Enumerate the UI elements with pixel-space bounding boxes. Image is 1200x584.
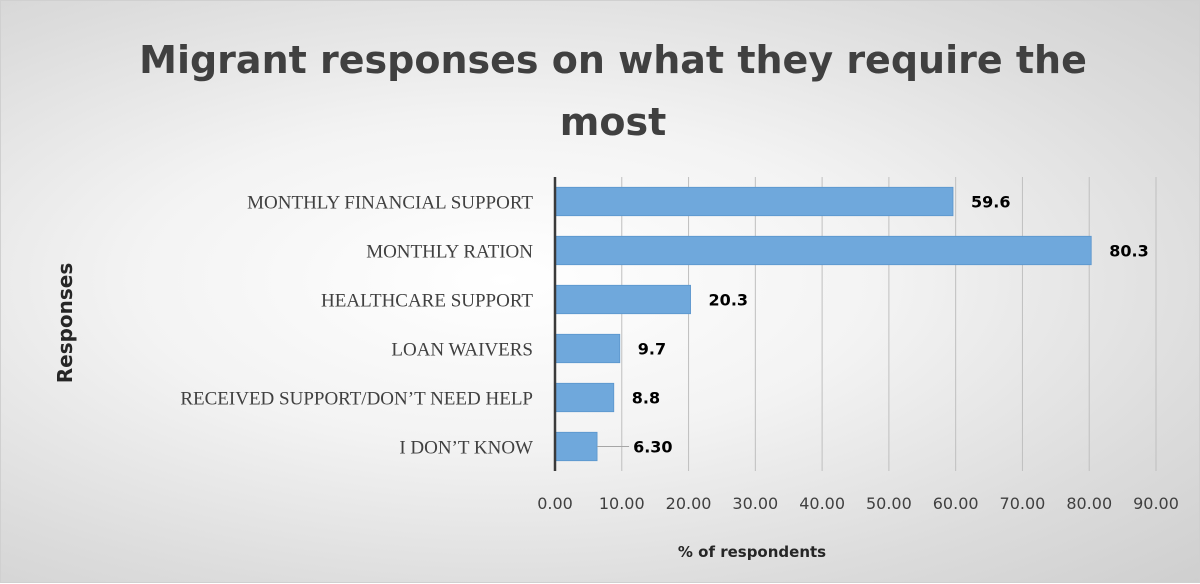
bar [554, 186, 954, 217]
data-label: 80.3 [1109, 242, 1148, 261]
x-tick-label: 10.00 [599, 494, 645, 513]
x-tick-label: 60.00 [933, 494, 979, 513]
x-tick-label: 30.00 [732, 494, 778, 513]
data-label: 9.7 [638, 340, 666, 359]
category-label: MONTHLY FINANCIAL SUPPORT [247, 193, 533, 214]
x-axis-title: % of respondents [678, 543, 826, 561]
x-tick-label: 80.00 [1066, 494, 1112, 513]
x-tick-label: 0.00 [537, 494, 573, 513]
data-label: 20.3 [709, 291, 748, 310]
category-label: HEALTHCARE SUPPORT [321, 291, 533, 312]
x-tick-label: 40.00 [799, 494, 845, 513]
category-label: LOAN WAIVERS [391, 340, 533, 361]
chart-title-line-1: Migrant responses on what they require t… [139, 38, 1087, 82]
category-label: MONTHLY RATION [366, 242, 533, 263]
bar [554, 235, 1092, 266]
category-labels: MONTHLY FINANCIAL SUPPORT MONTHLY RATION H… [180, 193, 533, 459]
x-tick-label: 20.00 [666, 494, 712, 513]
x-tick-label: 70.00 [1000, 494, 1046, 513]
gridlines [621, 177, 1157, 471]
bar [554, 382, 615, 413]
bars [554, 186, 1092, 462]
bar [554, 431, 598, 462]
category-label: RECEIVED SUPPORT/DON’T NEED HELP [180, 389, 533, 410]
data-label: 8.8 [632, 389, 660, 408]
data-label: 59.6 [971, 193, 1010, 212]
chart-title-line-2: most [560, 100, 667, 144]
bar [554, 284, 691, 315]
bar [554, 333, 621, 364]
y-axis-title: Responses [53, 263, 77, 384]
category-label: I DON’T KNOW [399, 438, 533, 459]
data-label: 6.30 [633, 438, 672, 457]
x-tick-label: 90.00 [1133, 494, 1179, 513]
x-tick-label: 50.00 [866, 494, 912, 513]
x-tick-labels: 0.00 10.00 20.00 30.00 40.00 50.00 60.00 70.00 8… [537, 494, 1179, 513]
data-labels: 59.6 80.3 20.3 9.7 8.8 6.30 [597, 193, 1149, 457]
